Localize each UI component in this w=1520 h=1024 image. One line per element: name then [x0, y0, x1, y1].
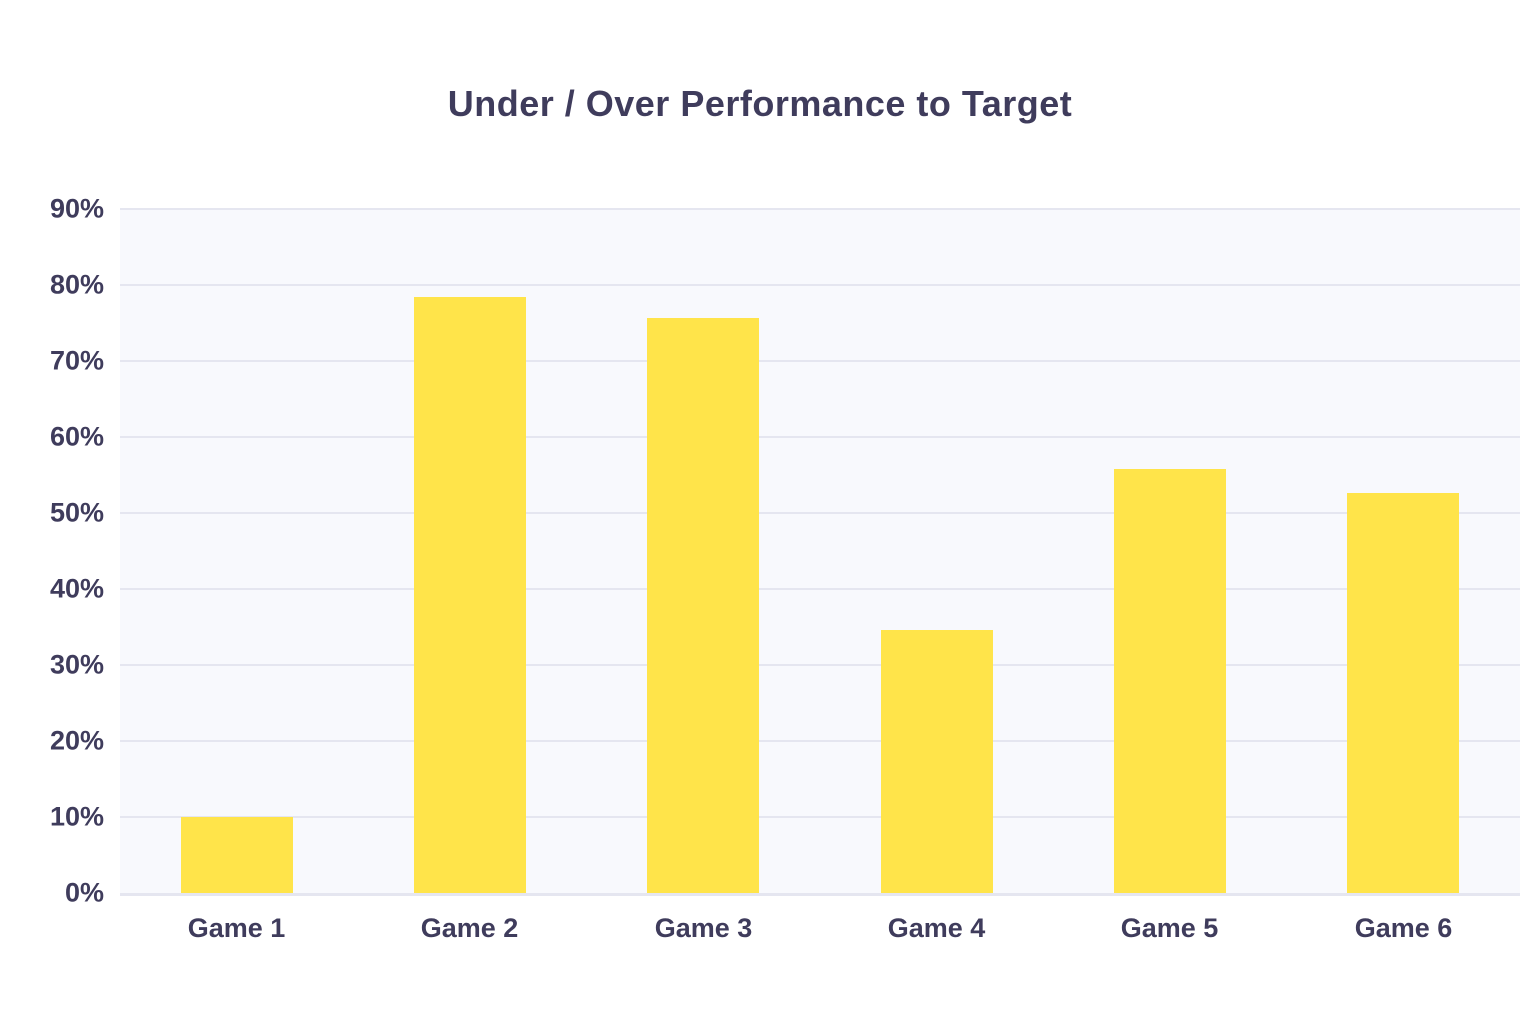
x-tick-label-game-6: Game 6 — [1354, 913, 1453, 943]
x-tick-label-game-4: Game 4 — [887, 913, 986, 943]
y-tick-label: 40% — [49, 573, 104, 604]
gridline-20 — [120, 740, 1520, 742]
gridline-60 — [120, 436, 1520, 438]
y-tick-label: 90% — [49, 193, 104, 224]
x-axis: Game 1 Game 2 Game 3 Game 4 Game 5 Game 6 — [120, 893, 1520, 953]
gridline-10 — [120, 816, 1520, 818]
y-tick-label: 50% — [49, 497, 104, 528]
gridline-90 — [120, 208, 1520, 210]
chart-title: Under / Over Performance to Target — [447, 83, 1073, 124]
gridline-80 — [120, 284, 1520, 286]
y-tick-label: 70% — [49, 345, 104, 376]
y-axis: 0% 10% 20% 30% 40% 50% 60% 70% 80% 90% — [0, 194, 104, 908]
x-tick-label-game-1: Game 1 — [187, 913, 286, 943]
y-tick-label: 20% — [49, 725, 104, 756]
x-tick-label-game-3: Game 3 — [654, 913, 753, 943]
plot-area — [120, 208, 1520, 896]
bar-game-4 — [881, 630, 993, 893]
y-tick-label: 0% — [64, 877, 104, 908]
gridline-50 — [120, 512, 1520, 514]
y-tick-label: 10% — [49, 801, 104, 832]
bar-game-2 — [414, 297, 526, 893]
gridline-70 — [120, 360, 1520, 362]
x-tick-label-game-2: Game 2 — [420, 913, 519, 943]
y-tick-label: 60% — [49, 421, 104, 452]
bar-game-3 — [647, 318, 759, 893]
x-axis-line — [120, 893, 1520, 896]
bar-game-6 — [1347, 493, 1459, 893]
bar-game-5 — [1114, 469, 1226, 893]
bar-game-1 — [181, 817, 293, 893]
gridline-30 — [120, 664, 1520, 666]
x-tick-label-game-5: Game 5 — [1120, 913, 1219, 943]
y-tick-label: 80% — [49, 269, 104, 300]
gridline-40 — [120, 588, 1520, 590]
y-tick-label: 30% — [49, 649, 104, 680]
